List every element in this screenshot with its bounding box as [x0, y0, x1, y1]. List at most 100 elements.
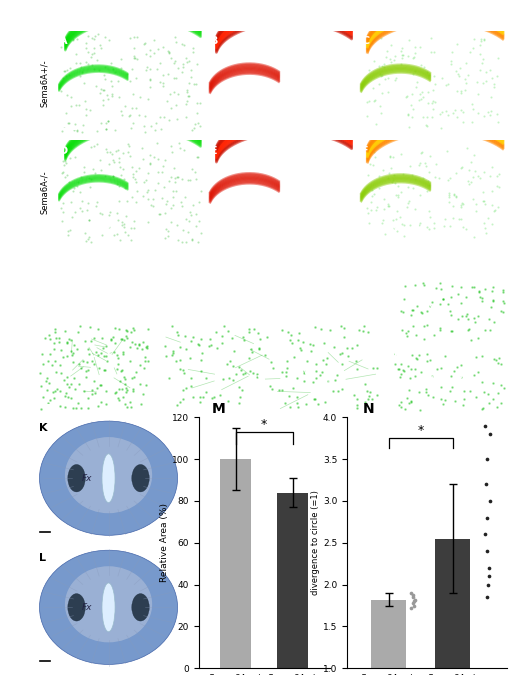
- Point: [453, 112, 461, 123]
- Point: [480, 34, 488, 45]
- Point: [84, 198, 92, 209]
- Point: [174, 329, 182, 340]
- Point: [478, 403, 486, 414]
- Point: [111, 66, 119, 77]
- Point: [452, 66, 460, 77]
- Point: [135, 163, 143, 173]
- Point: [117, 169, 125, 180]
- Point: [86, 232, 94, 242]
- Point: [411, 66, 419, 77]
- Point: [96, 348, 104, 358]
- Point: [359, 325, 367, 336]
- Point: [393, 206, 401, 217]
- Point: [188, 47, 197, 57]
- Point: [193, 78, 201, 89]
- Point: [467, 157, 475, 167]
- Point: [126, 235, 135, 246]
- Point: [409, 592, 417, 603]
- Point: [126, 151, 134, 161]
- Point: [82, 104, 90, 115]
- Point: [460, 394, 468, 405]
- Point: [474, 333, 482, 344]
- Point: [489, 354, 498, 364]
- Point: [390, 170, 398, 181]
- Point: [136, 92, 144, 103]
- Point: [411, 364, 419, 375]
- Point: [418, 308, 426, 319]
- Point: [67, 346, 75, 356]
- Point: [114, 214, 122, 225]
- Point: [484, 388, 492, 399]
- Point: [482, 228, 490, 239]
- Point: [194, 237, 202, 248]
- Point: [377, 88, 386, 99]
- Point: [396, 369, 404, 379]
- Point: [162, 223, 170, 234]
- Point: [283, 362, 291, 373]
- Point: [210, 392, 219, 402]
- Point: [457, 202, 465, 213]
- Point: [113, 364, 121, 375]
- Point: [422, 383, 431, 394]
- Point: [389, 151, 397, 162]
- Point: [476, 64, 484, 75]
- Point: [167, 171, 175, 182]
- Point: [224, 395, 232, 406]
- Point: [102, 124, 110, 134]
- Point: [364, 169, 372, 180]
- Point: [365, 217, 373, 228]
- Point: [256, 334, 264, 345]
- Point: [191, 167, 199, 178]
- Point: [197, 354, 205, 365]
- Point: [231, 368, 240, 379]
- Point: [97, 165, 105, 176]
- Ellipse shape: [39, 550, 178, 664]
- Point: [189, 199, 197, 210]
- Point: [376, 101, 385, 112]
- Point: [93, 197, 101, 208]
- Point: [482, 512, 490, 523]
- Point: [129, 103, 137, 113]
- Point: [88, 48, 96, 59]
- Point: [112, 387, 120, 398]
- Point: [169, 200, 177, 211]
- Point: [454, 314, 462, 325]
- Point: [174, 89, 182, 100]
- Point: [124, 146, 132, 157]
- Point: [416, 217, 424, 228]
- Point: [129, 118, 137, 129]
- Point: [67, 197, 75, 208]
- Point: [398, 325, 407, 336]
- Point: [76, 58, 84, 69]
- Point: [47, 333, 55, 344]
- Point: [371, 152, 379, 163]
- Point: [436, 323, 444, 333]
- Point: [184, 226, 192, 237]
- Point: [136, 360, 144, 371]
- Point: [437, 72, 445, 83]
- Point: [365, 391, 373, 402]
- Point: [182, 214, 190, 225]
- Point: [183, 84, 191, 95]
- Point: [229, 346, 238, 357]
- Point: [397, 58, 405, 69]
- Point: [482, 67, 490, 78]
- Point: [237, 364, 245, 375]
- Point: [60, 172, 69, 183]
- Point: [90, 375, 98, 386]
- Point: [65, 333, 73, 344]
- Point: [395, 400, 403, 410]
- Point: [445, 197, 453, 208]
- Point: [125, 356, 134, 367]
- Point: [81, 366, 90, 377]
- Point: [88, 52, 96, 63]
- Point: [159, 70, 167, 81]
- Point: [50, 338, 58, 348]
- Point: [443, 146, 451, 157]
- Point: [96, 207, 104, 218]
- Point: [411, 42, 419, 53]
- Point: [189, 123, 198, 134]
- Point: [394, 192, 402, 202]
- Point: [161, 341, 169, 352]
- Point: [118, 109, 126, 120]
